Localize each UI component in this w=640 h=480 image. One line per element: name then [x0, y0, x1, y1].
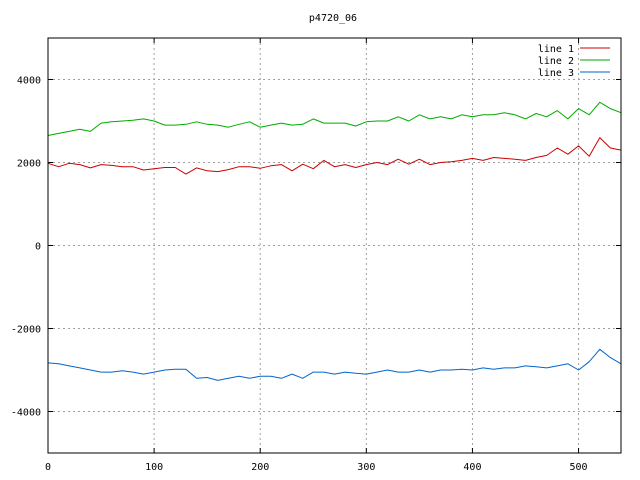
chart-title: p4720_06	[309, 13, 357, 24]
y-tick-label: 0	[35, 242, 41, 253]
series-group	[47, 101, 622, 381]
y-axis-ticks: -4000 -2000 0 2000 4000	[11, 76, 621, 419]
legend-label-2: line 2	[538, 56, 574, 67]
x-tick-label: 300	[357, 462, 375, 473]
x-axis-ticks: 0 100 200 300 400 500	[45, 38, 588, 473]
series-line-1	[47, 137, 622, 175]
grid	[48, 38, 621, 453]
y-tick-label: 4000	[17, 76, 41, 87]
x-tick-label: 400	[463, 462, 481, 473]
series-line-3	[47, 348, 622, 381]
x-tick-label: 0	[45, 462, 51, 473]
x-tick-label: 100	[145, 462, 163, 473]
y-tick-label: -4000	[11, 408, 41, 419]
legend-label-3: line 3	[538, 68, 574, 79]
y-tick-label: 2000	[17, 159, 41, 170]
x-tick-label: 200	[251, 462, 269, 473]
series-line-2	[47, 101, 622, 136]
y-tick-label: -2000	[11, 325, 41, 336]
x-tick-label: 500	[570, 462, 588, 473]
legend-label-1: line 1	[538, 44, 574, 55]
